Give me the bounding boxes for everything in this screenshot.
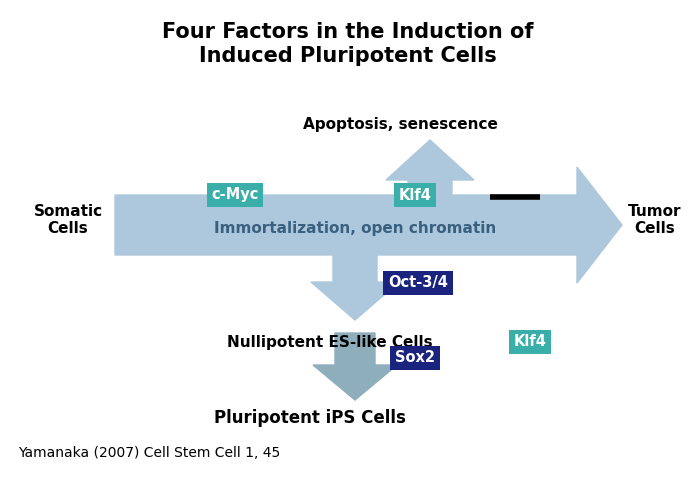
Polygon shape xyxy=(386,140,474,195)
Text: Apoptosis, senescence: Apoptosis, senescence xyxy=(303,117,498,132)
Text: c-Myc: c-Myc xyxy=(212,188,259,203)
Polygon shape xyxy=(311,255,399,320)
Text: Tumor
Cells: Tumor Cells xyxy=(628,204,682,236)
Text: Yamanaka (2007) Cell Stem Cell 1, 45: Yamanaka (2007) Cell Stem Cell 1, 45 xyxy=(18,446,280,460)
Text: Klf4: Klf4 xyxy=(514,335,546,349)
Text: Somatic
Cells: Somatic Cells xyxy=(33,204,102,236)
Text: Oct-3/4: Oct-3/4 xyxy=(388,276,448,290)
Polygon shape xyxy=(115,167,622,283)
Text: Pluripotent iPS Cells: Pluripotent iPS Cells xyxy=(214,409,406,427)
Polygon shape xyxy=(313,333,397,400)
Text: Four Factors in the Induction of: Four Factors in the Induction of xyxy=(162,22,534,42)
Text: Klf4: Klf4 xyxy=(399,188,432,203)
Text: Immortalization, open chromatin: Immortalization, open chromatin xyxy=(214,221,496,237)
Text: Nullipotent ES-like Cells: Nullipotent ES-like Cells xyxy=(227,335,433,349)
Text: Induced Pluripotent Cells: Induced Pluripotent Cells xyxy=(199,46,497,66)
Text: Sox2: Sox2 xyxy=(395,350,435,365)
